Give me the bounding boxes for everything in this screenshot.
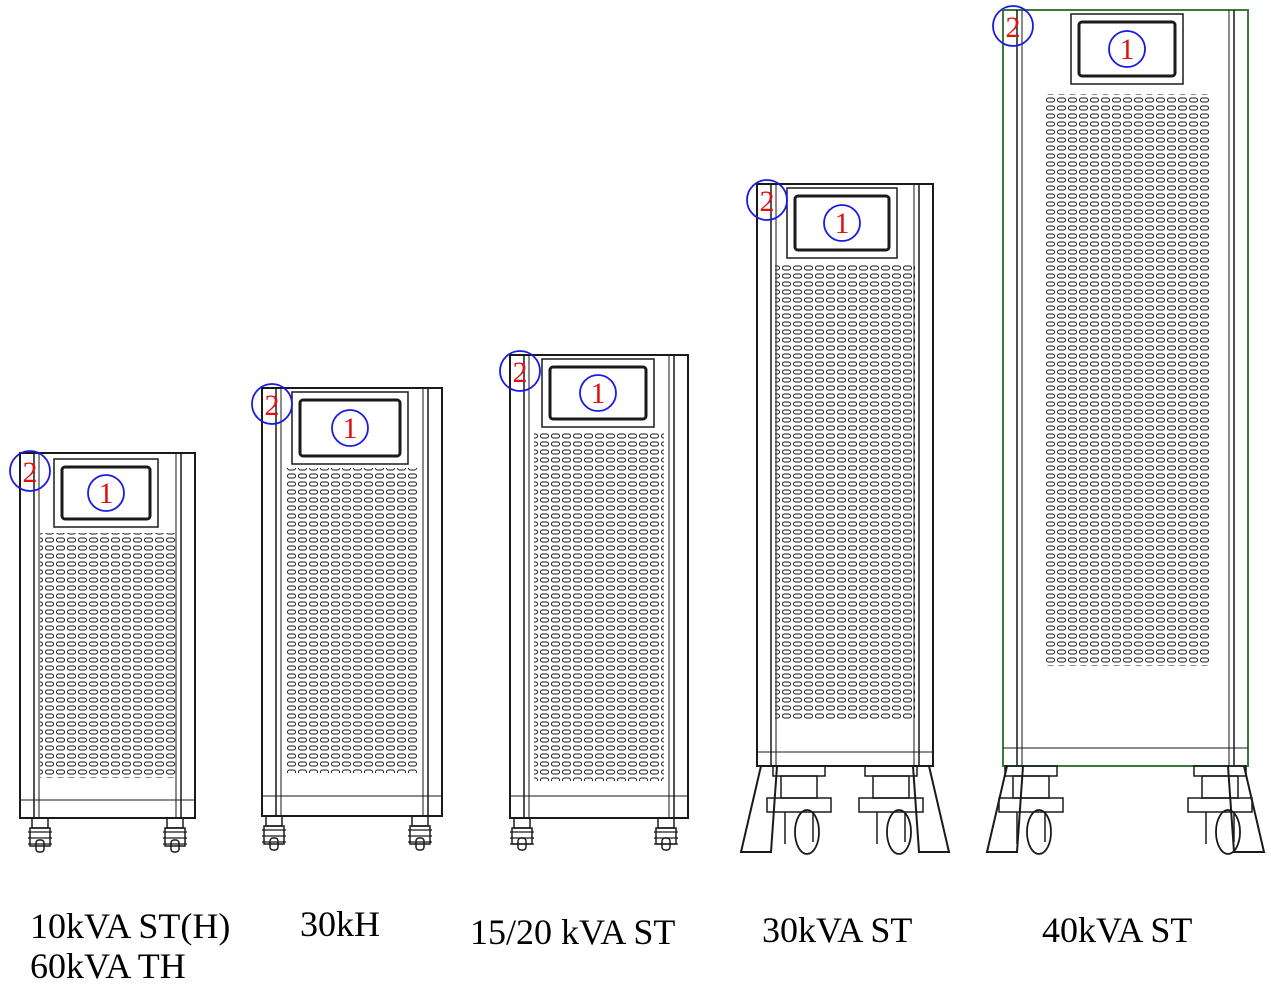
cabinet-3-vent-grille bbox=[534, 433, 664, 781]
cabinet-5-callout-2-circle bbox=[992, 5, 1034, 47]
cabinet-3-display-housing bbox=[541, 358, 655, 428]
cabinet-3-caster-left bbox=[510, 817, 534, 851]
cabinet-4-callout-2: 2 bbox=[760, 185, 775, 218]
cabinet-2-label: 30kH bbox=[300, 904, 380, 944]
cabinet-4-display-housing bbox=[786, 187, 898, 259]
cabinet-5-vent-grille bbox=[1045, 94, 1209, 666]
cabinet-2-callout-2: 2 bbox=[265, 389, 280, 422]
cabinet-5-label-line1: 40kVA ST bbox=[1042, 910, 1193, 950]
cabinet-4-callout-1: 1 bbox=[835, 207, 850, 240]
cabinet-2-display-housing bbox=[291, 391, 409, 465]
cabinet-2: 12 bbox=[251, 383, 443, 851]
cabinet-1-caster-right bbox=[163, 817, 187, 853]
cabinet-2-caster-left bbox=[262, 815, 286, 851]
cabinet-4: 12 bbox=[739, 179, 951, 855]
cabinet-4-caster-right bbox=[858, 765, 924, 855]
cabinet-3-callout-1-circle bbox=[579, 374, 617, 412]
cabinet-1-label-line2: 60kVA TH bbox=[30, 946, 186, 986]
cabinet-1-label-line1: 10kVA ST(H) bbox=[30, 906, 231, 946]
cabinet-1-callout-1-circle bbox=[87, 474, 125, 512]
cabinet-5-foot-left bbox=[985, 765, 1024, 853]
cabinet-2-callout-2-circle bbox=[251, 383, 293, 425]
cabinet-5-callout-1-circle bbox=[1108, 30, 1146, 68]
cabinet-1: 12 bbox=[9, 450, 196, 853]
cabinet-1-caster-left bbox=[28, 817, 52, 853]
cabinet-3: 12 bbox=[499, 350, 689, 851]
cabinet-3-callout-2: 2 bbox=[513, 356, 528, 389]
cabinet-3-caster-right bbox=[654, 817, 678, 851]
cabinet-1-callout-2: 2 bbox=[23, 456, 38, 489]
cabinet-4-callout-1-circle bbox=[823, 204, 861, 242]
cabinet-5-callout-1: 1 bbox=[1120, 33, 1135, 66]
cabinet-5-caster-right bbox=[1187, 765, 1253, 855]
cabinet-5-caster-left bbox=[998, 765, 1064, 855]
cabinet-5-callout-2: 2 bbox=[1006, 11, 1021, 44]
cabinet-5: 12 bbox=[985, 5, 1266, 855]
cabinet-3-label: 15/20 kVA ST bbox=[470, 912, 675, 952]
cabinet-3-callout-1: 1 bbox=[591, 377, 606, 410]
cabinet-4-foot-right bbox=[912, 765, 951, 853]
cabinet-2-callout-1: 1 bbox=[343, 412, 358, 445]
cabinet-5-display-screen bbox=[1077, 20, 1177, 78]
cabinet-2-label-line1: 30kH bbox=[300, 904, 380, 944]
cabinet-1-display-screen bbox=[60, 465, 152, 521]
cabinet-1-callout-2-circle bbox=[9, 450, 51, 492]
cabinet-5-display-housing bbox=[1070, 13, 1184, 85]
cabinet-4-label-line1: 30kVA ST bbox=[762, 910, 913, 950]
cabinet-2-caster-right bbox=[408, 815, 432, 851]
cabinet-2-display-screen bbox=[298, 398, 402, 458]
cabinet-3-callout-2-circle bbox=[499, 350, 541, 392]
cabinet-4-caster-left bbox=[766, 765, 832, 855]
cabinet-4-foot-left bbox=[739, 765, 778, 853]
cabinet-2-vent-grille bbox=[286, 468, 418, 773]
cabinet-4-display-screen bbox=[793, 194, 891, 252]
cabinet-1-callout-1: 1 bbox=[99, 477, 114, 510]
cabinet-5-foot-right bbox=[1227, 765, 1266, 853]
cabinet-4-vent-grille bbox=[775, 264, 915, 719]
cabinet-1-display-housing bbox=[53, 458, 159, 528]
cabinet-3-label-line1: 15/20 kVA ST bbox=[470, 912, 676, 952]
cabinet-4-callout-2-circle bbox=[746, 179, 788, 221]
cabinet-1-vent-grille bbox=[40, 533, 175, 778]
cabinet-3-display-screen bbox=[548, 365, 648, 421]
cabinet-1-label: 10kVA ST(H) 60kVA TH bbox=[30, 906, 230, 986]
cabinet-5-label: 40kVA ST bbox=[1042, 910, 1192, 950]
cabinet-4-label: 30kVA ST bbox=[762, 910, 912, 950]
cabinet-2-callout-1-circle bbox=[331, 409, 369, 447]
